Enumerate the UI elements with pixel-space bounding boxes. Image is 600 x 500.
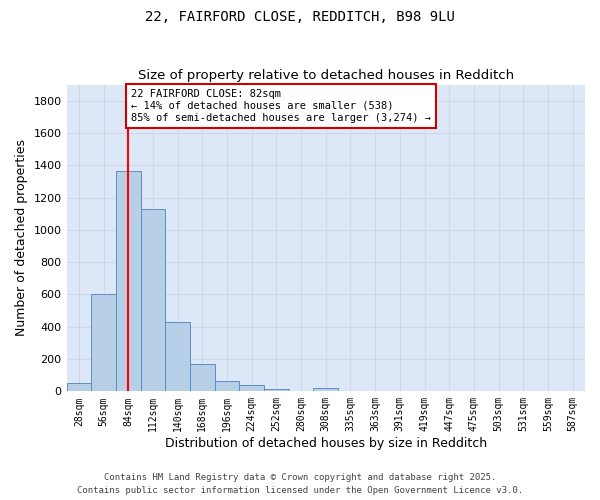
Bar	[165, 322, 190, 392]
Bar	[190, 364, 215, 392]
Y-axis label: Number of detached properties: Number of detached properties	[15, 140, 28, 336]
Bar	[239, 385, 264, 392]
Bar	[140, 209, 165, 392]
Text: Contains HM Land Registry data © Crown copyright and database right 2025.
Contai: Contains HM Land Registry data © Crown c…	[77, 474, 523, 495]
Bar	[313, 388, 338, 392]
Bar	[215, 381, 239, 392]
Text: 22, FAIRFORD CLOSE, REDDITCH, B98 9LU: 22, FAIRFORD CLOSE, REDDITCH, B98 9LU	[145, 10, 455, 24]
X-axis label: Distribution of detached houses by size in Redditch: Distribution of detached houses by size …	[165, 437, 487, 450]
Bar	[91, 294, 116, 392]
Title: Size of property relative to detached houses in Redditch: Size of property relative to detached ho…	[138, 69, 514, 82]
Bar	[116, 171, 140, 392]
Text: 22 FAIRFORD CLOSE: 82sqm
← 14% of detached houses are smaller (538)
85% of semi-: 22 FAIRFORD CLOSE: 82sqm ← 14% of detach…	[131, 90, 431, 122]
Bar	[264, 389, 289, 392]
Bar	[67, 384, 91, 392]
